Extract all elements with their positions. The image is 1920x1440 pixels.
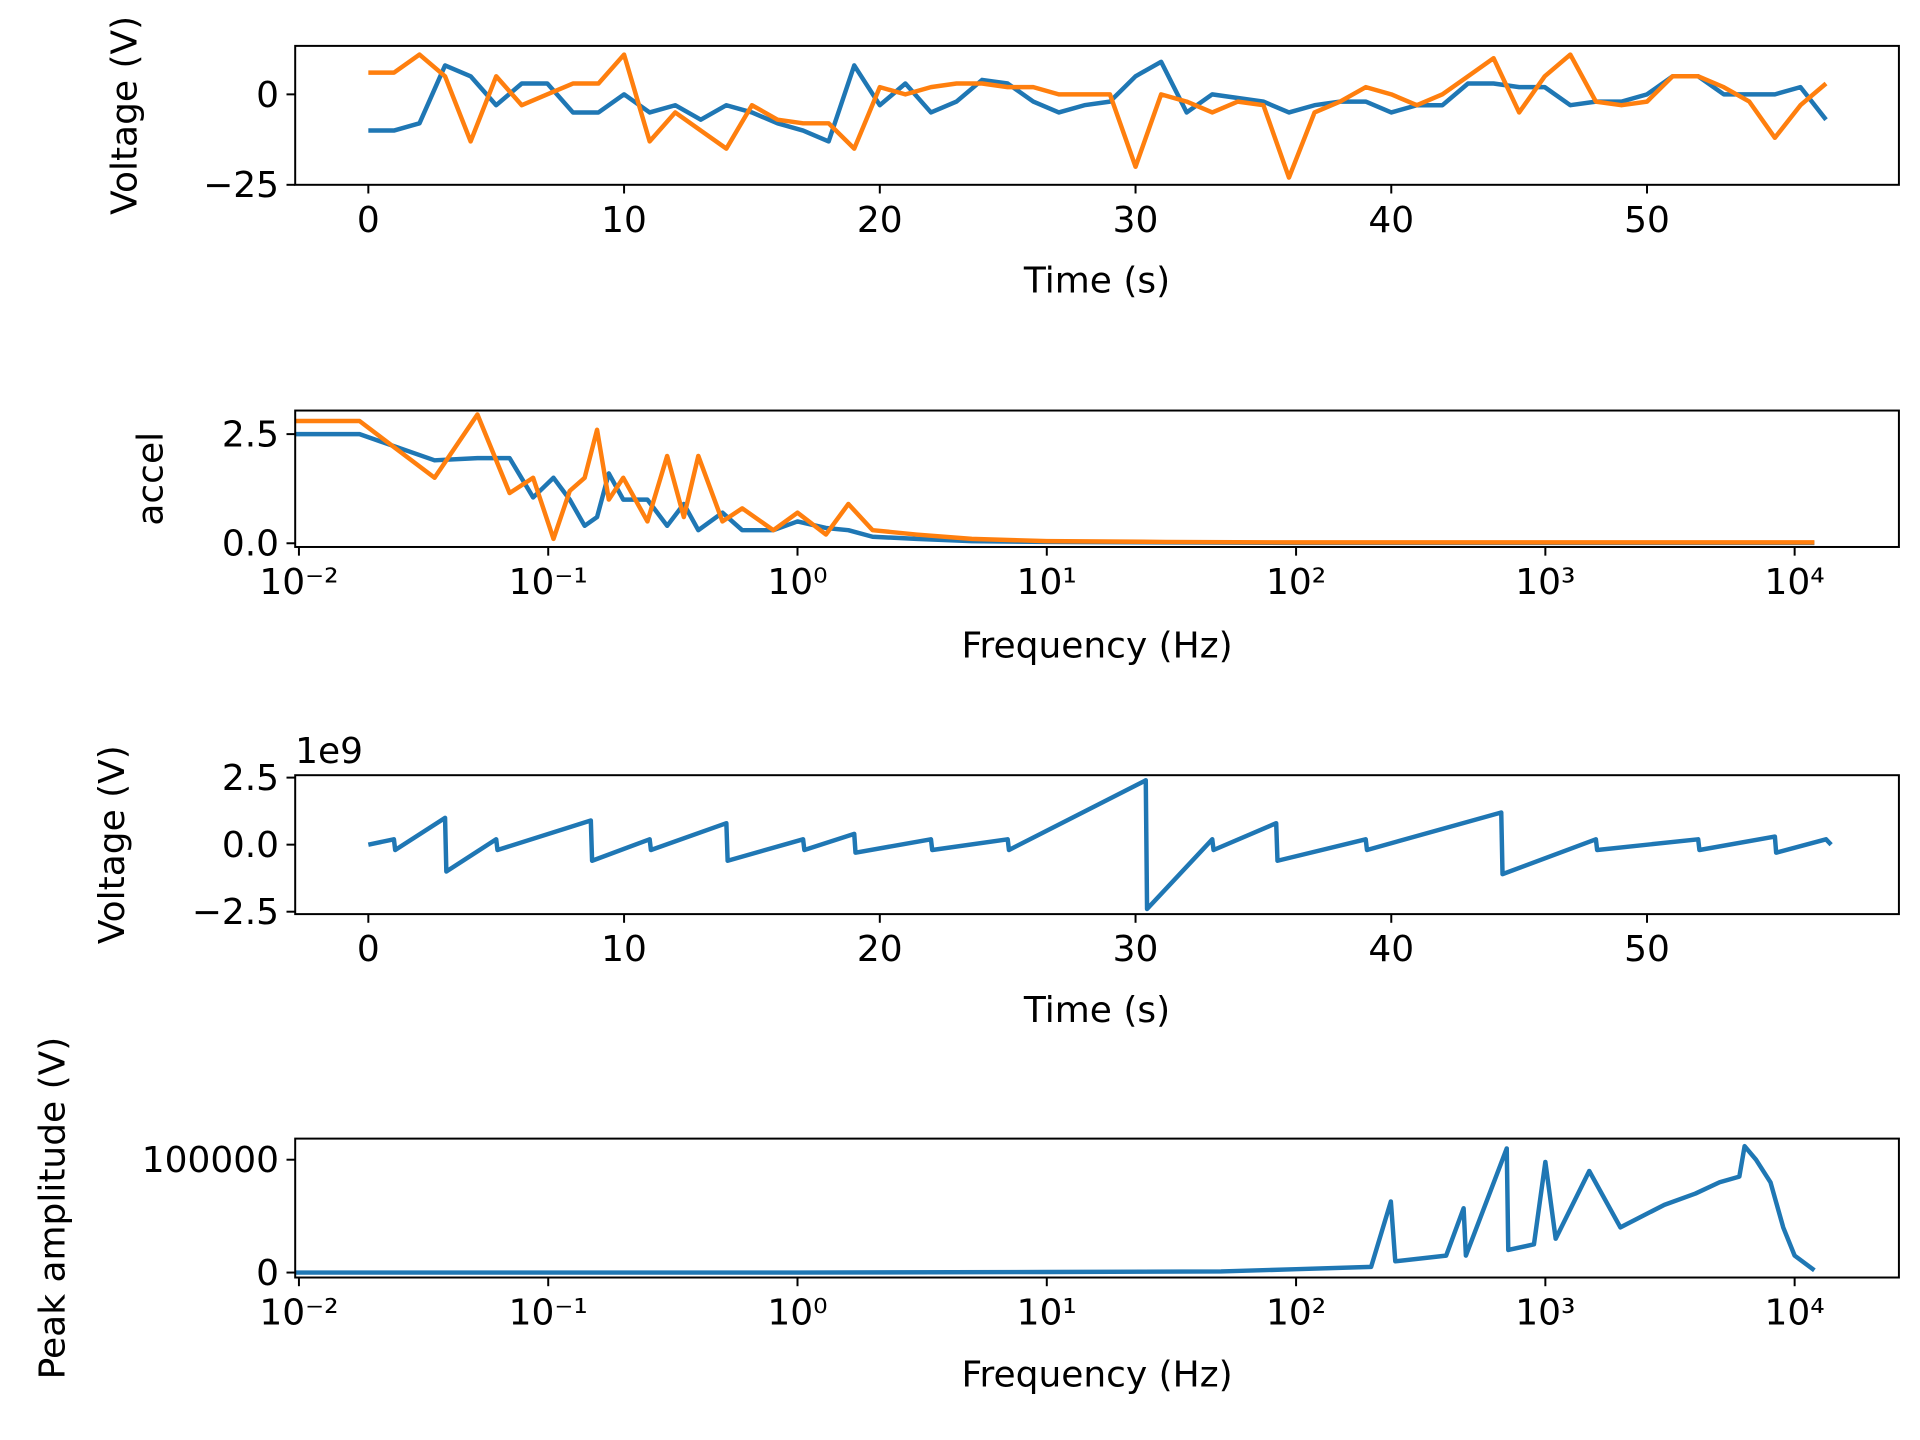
x-tick-label: 10² [1266,1293,1326,1334]
x-tick-label: 10⁻¹ [509,1293,588,1334]
x-tick-label: 10 [601,200,647,241]
y-tick-label: 2.5 [222,758,279,799]
x-tick-label: 10⁻² [259,562,338,603]
x-tick-label: 30 [1113,929,1159,970]
y-tick-label: 0 [256,1253,279,1294]
y-axis-label: accel [130,432,171,526]
x-tick-label: 40 [1368,929,1414,970]
x-tick-label: 10² [1266,562,1326,603]
x-tick-label: 10⁻² [259,1293,338,1334]
series-line [295,412,1815,545]
x-tick-label: 40 [1368,200,1414,241]
x-axis-label: Time (s) [1023,261,1170,302]
x-tick-label: 10⁴ [1765,562,1825,603]
x-tick-label: 10¹ [1017,1293,1077,1334]
y-tick-label: 0 [256,75,279,116]
x-axis-label: Frequency (Hz) [961,1355,1232,1396]
y-tick-label: −2.5 [192,892,279,933]
x-tick-label: 20 [857,200,903,241]
y-tick-label: −25 [203,165,279,206]
x-tick-label: 10⁻¹ [509,562,588,603]
x-tick-label: 10⁰ [767,562,827,603]
x-axis-label: Frequency (Hz) [961,625,1232,666]
x-axis-label: Time (s) [1023,990,1170,1031]
offset-text: 1e9 [295,731,363,772]
y-tick-label: 0.0 [222,524,279,565]
series-line [295,1143,1816,1275]
axes-frame [294,1137,1900,1279]
y-axis-label: Voltage (V) [104,16,145,215]
axes-frame [294,44,1900,186]
axes-frame [294,409,1900,548]
y-tick-label: 2.5 [222,415,279,456]
y-tick-label: 0.0 [222,825,279,866]
x-tick-label: 10 [601,929,647,970]
x-tick-label: 50 [1624,200,1670,241]
x-tick-label: 10³ [1515,1293,1575,1334]
x-tick-label: 10⁴ [1765,1293,1825,1334]
x-tick-label: 0 [357,200,380,241]
x-tick-label: 20 [857,929,903,970]
x-tick-label: 10¹ [1017,562,1077,603]
x-tick-label: 50 [1624,929,1670,970]
x-tick-label: 10³ [1515,562,1575,603]
y-axis-label: Voltage (V) [92,745,133,944]
y-tick-label: 100000 [142,1140,279,1181]
x-tick-label: 30 [1113,200,1159,241]
series-line [367,778,1833,912]
x-tick-label: 0 [357,929,380,970]
y-axis-label: Peak amplitude (V) [32,1037,73,1380]
series-line [368,52,1828,180]
series-line [368,59,1828,144]
series-line [295,431,1815,546]
x-tick-label: 10⁰ [767,1293,827,1334]
